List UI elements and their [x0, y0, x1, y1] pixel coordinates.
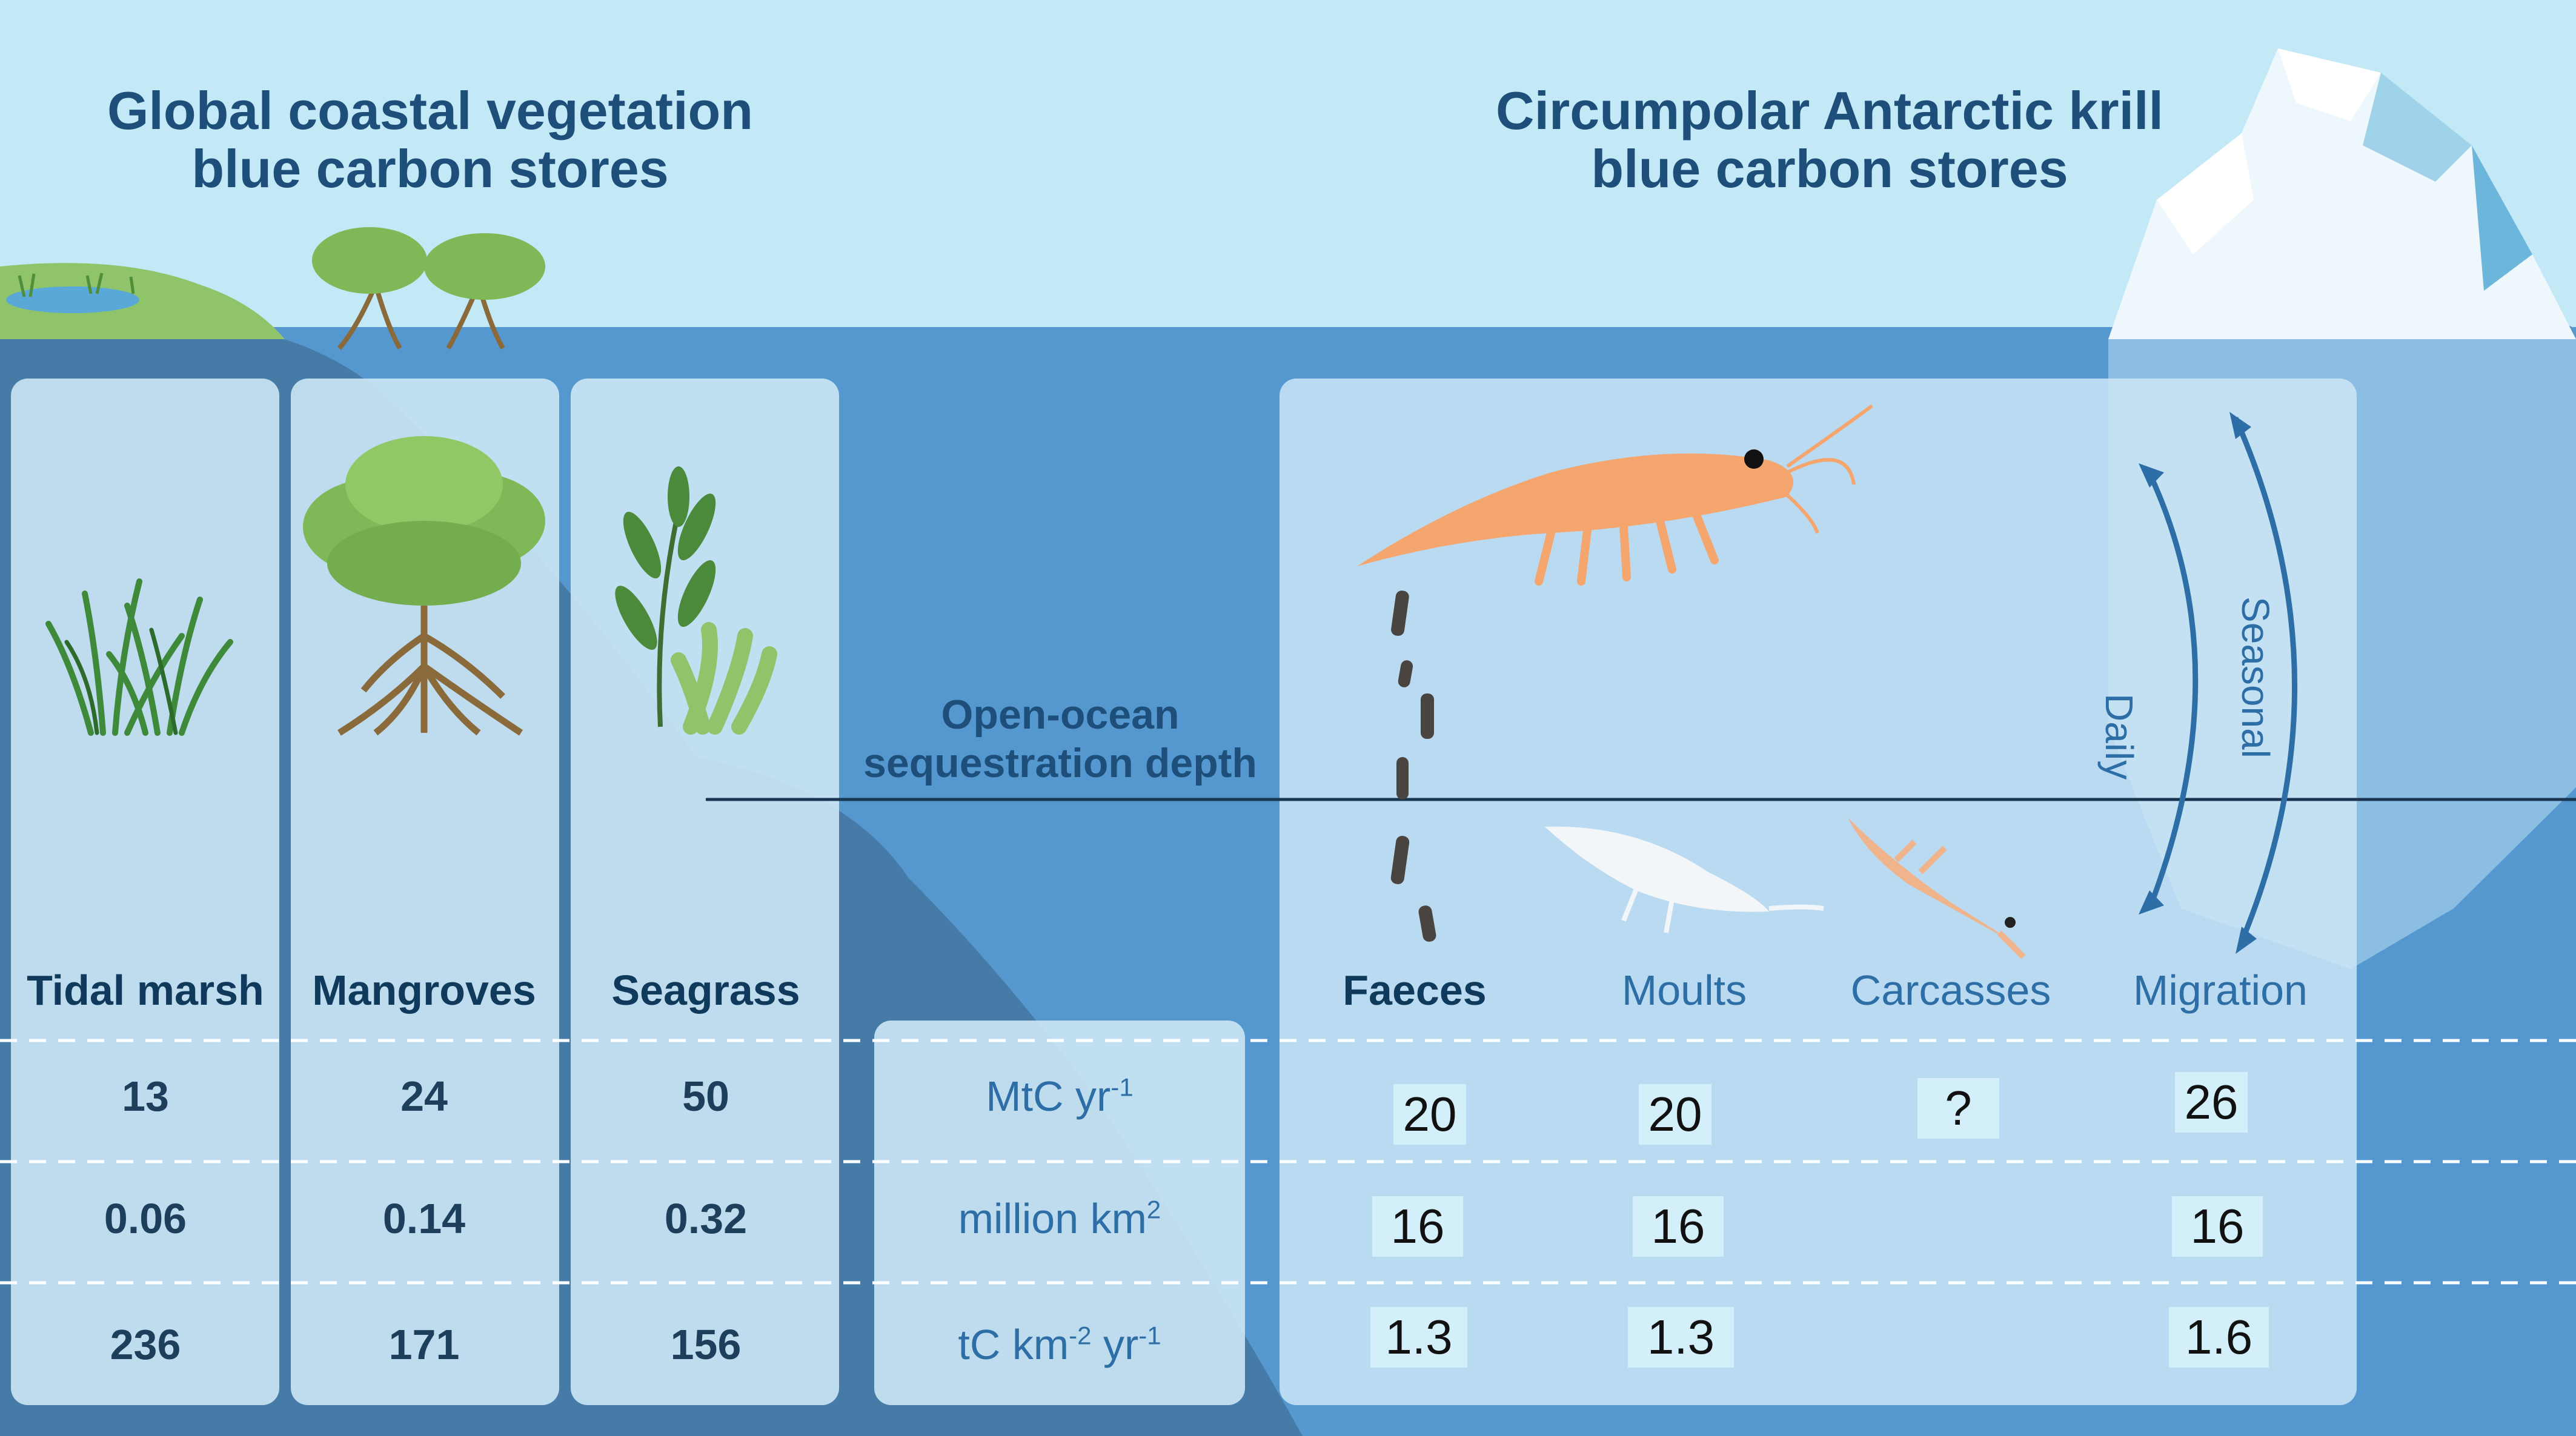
area-unit-base: million km [958, 1195, 1147, 1242]
rate-unit-exponent2: -1 [1138, 1321, 1161, 1350]
seagrass-area: 0.32 [664, 1195, 748, 1242]
tidal-marsh-rate: 236 [110, 1321, 181, 1368]
tidal-marsh-area: 0.06 [104, 1195, 187, 1242]
rate-unit-base2: yr [1091, 1321, 1139, 1368]
faeces-area: 16 [1372, 1196, 1463, 1257]
depth-label-line2: sequestration depth [863, 740, 1257, 786]
krill-moult-icon [1545, 826, 1824, 933]
mangroves-label: Mangroves [312, 967, 536, 1014]
seagrass-flux: 50 [682, 1073, 729, 1120]
tidal-marsh-grass-icon [45, 578, 233, 736]
coastal-heading-line2: blue carbon stores [191, 139, 669, 199]
area-unit-exponent: 2 [1146, 1195, 1161, 1224]
seagrass-plant-icon [615, 466, 777, 735]
seasonal-migration-arrow [2232, 417, 2298, 943]
krill-heading-line2: blue carbon stores [1591, 139, 2068, 199]
coastal-heading: Global coastal vegetation blue carbon st… [91, 82, 769, 198]
seagrass-rate: 156 [670, 1321, 742, 1368]
migration-flux: 26 [2175, 1072, 2248, 1133]
rate-unit: tC km-2 yr-1 [874, 1320, 1245, 1369]
faecal-pellets [1390, 591, 1436, 942]
coastal-heading-line1: Global coastal vegetation [107, 81, 754, 141]
migration-arrowheads [2139, 412, 2257, 954]
moults-rate: 1.3 [1628, 1307, 1734, 1368]
moults-label: Moults [1621, 967, 1747, 1014]
area-unit: million km2 [874, 1194, 1245, 1243]
mangroves-rate: 171 [388, 1321, 460, 1368]
marsh-pond [6, 286, 139, 313]
rate-unit-base1: tC km [958, 1321, 1069, 1368]
flux-unit-exponent: -1 [1110, 1073, 1134, 1102]
tidal-marsh-flux: 13 [122, 1073, 169, 1120]
krill-panel [1280, 379, 2357, 1405]
migration-arrows [2145, 417, 2298, 943]
krill-carcass-icon [1848, 818, 2026, 959]
faeces-label: Faeces [1343, 967, 1487, 1014]
rate-unit-exponent1: -2 [1069, 1321, 1092, 1350]
mangroves-flux: 24 [400, 1073, 448, 1120]
migration-label: Migration [2133, 967, 2308, 1014]
seagrass-label: Seagrass [611, 967, 800, 1014]
antarctic-krill-icon [1357, 404, 1873, 586]
sequestration-depth-label: Open-ocean sequestration depth [836, 690, 1284, 787]
seasonal-label: Seasonal [2234, 597, 2277, 758]
krill-heading-line1: Circumpolar Antarctic krill [1496, 81, 2163, 141]
faeces-rate: 1.3 [1370, 1307, 1467, 1368]
flux-unit-base: MtC yr [986, 1073, 1111, 1120]
daily-migration-arrow [2145, 468, 2199, 907]
flux-unit: MtC yr-1 [874, 1072, 1245, 1120]
krill-heading: Circumpolar Antarctic krill blue carbon … [1454, 82, 2205, 198]
migration-rate: 1.6 [2169, 1307, 2269, 1368]
carcasses-flux: ? [1917, 1078, 1999, 1139]
mangrove-tree-icon [303, 436, 545, 736]
depth-label-line1: Open-ocean [941, 692, 1180, 738]
daily-label: Daily [2097, 693, 2141, 780]
units-panel [874, 1021, 1245, 1405]
migration-area: 16 [2172, 1196, 2263, 1257]
moults-flux: 20 [1639, 1084, 1711, 1145]
shore-mangroves [312, 227, 545, 350]
moults-area: 16 [1633, 1196, 1724, 1257]
marsh-grass-small [18, 273, 135, 297]
tidal-marsh-label: Tidal marsh [27, 967, 264, 1014]
mangroves-panel [291, 379, 559, 1405]
faeces-flux: 20 [1393, 1084, 1466, 1145]
tidal-marsh-panel [11, 379, 279, 1405]
carcasses-label: Carcasses [1850, 967, 2051, 1014]
coastal-land [0, 263, 285, 339]
mangroves-area: 0.14 [382, 1195, 466, 1242]
row-separators [0, 1039, 2576, 1285]
